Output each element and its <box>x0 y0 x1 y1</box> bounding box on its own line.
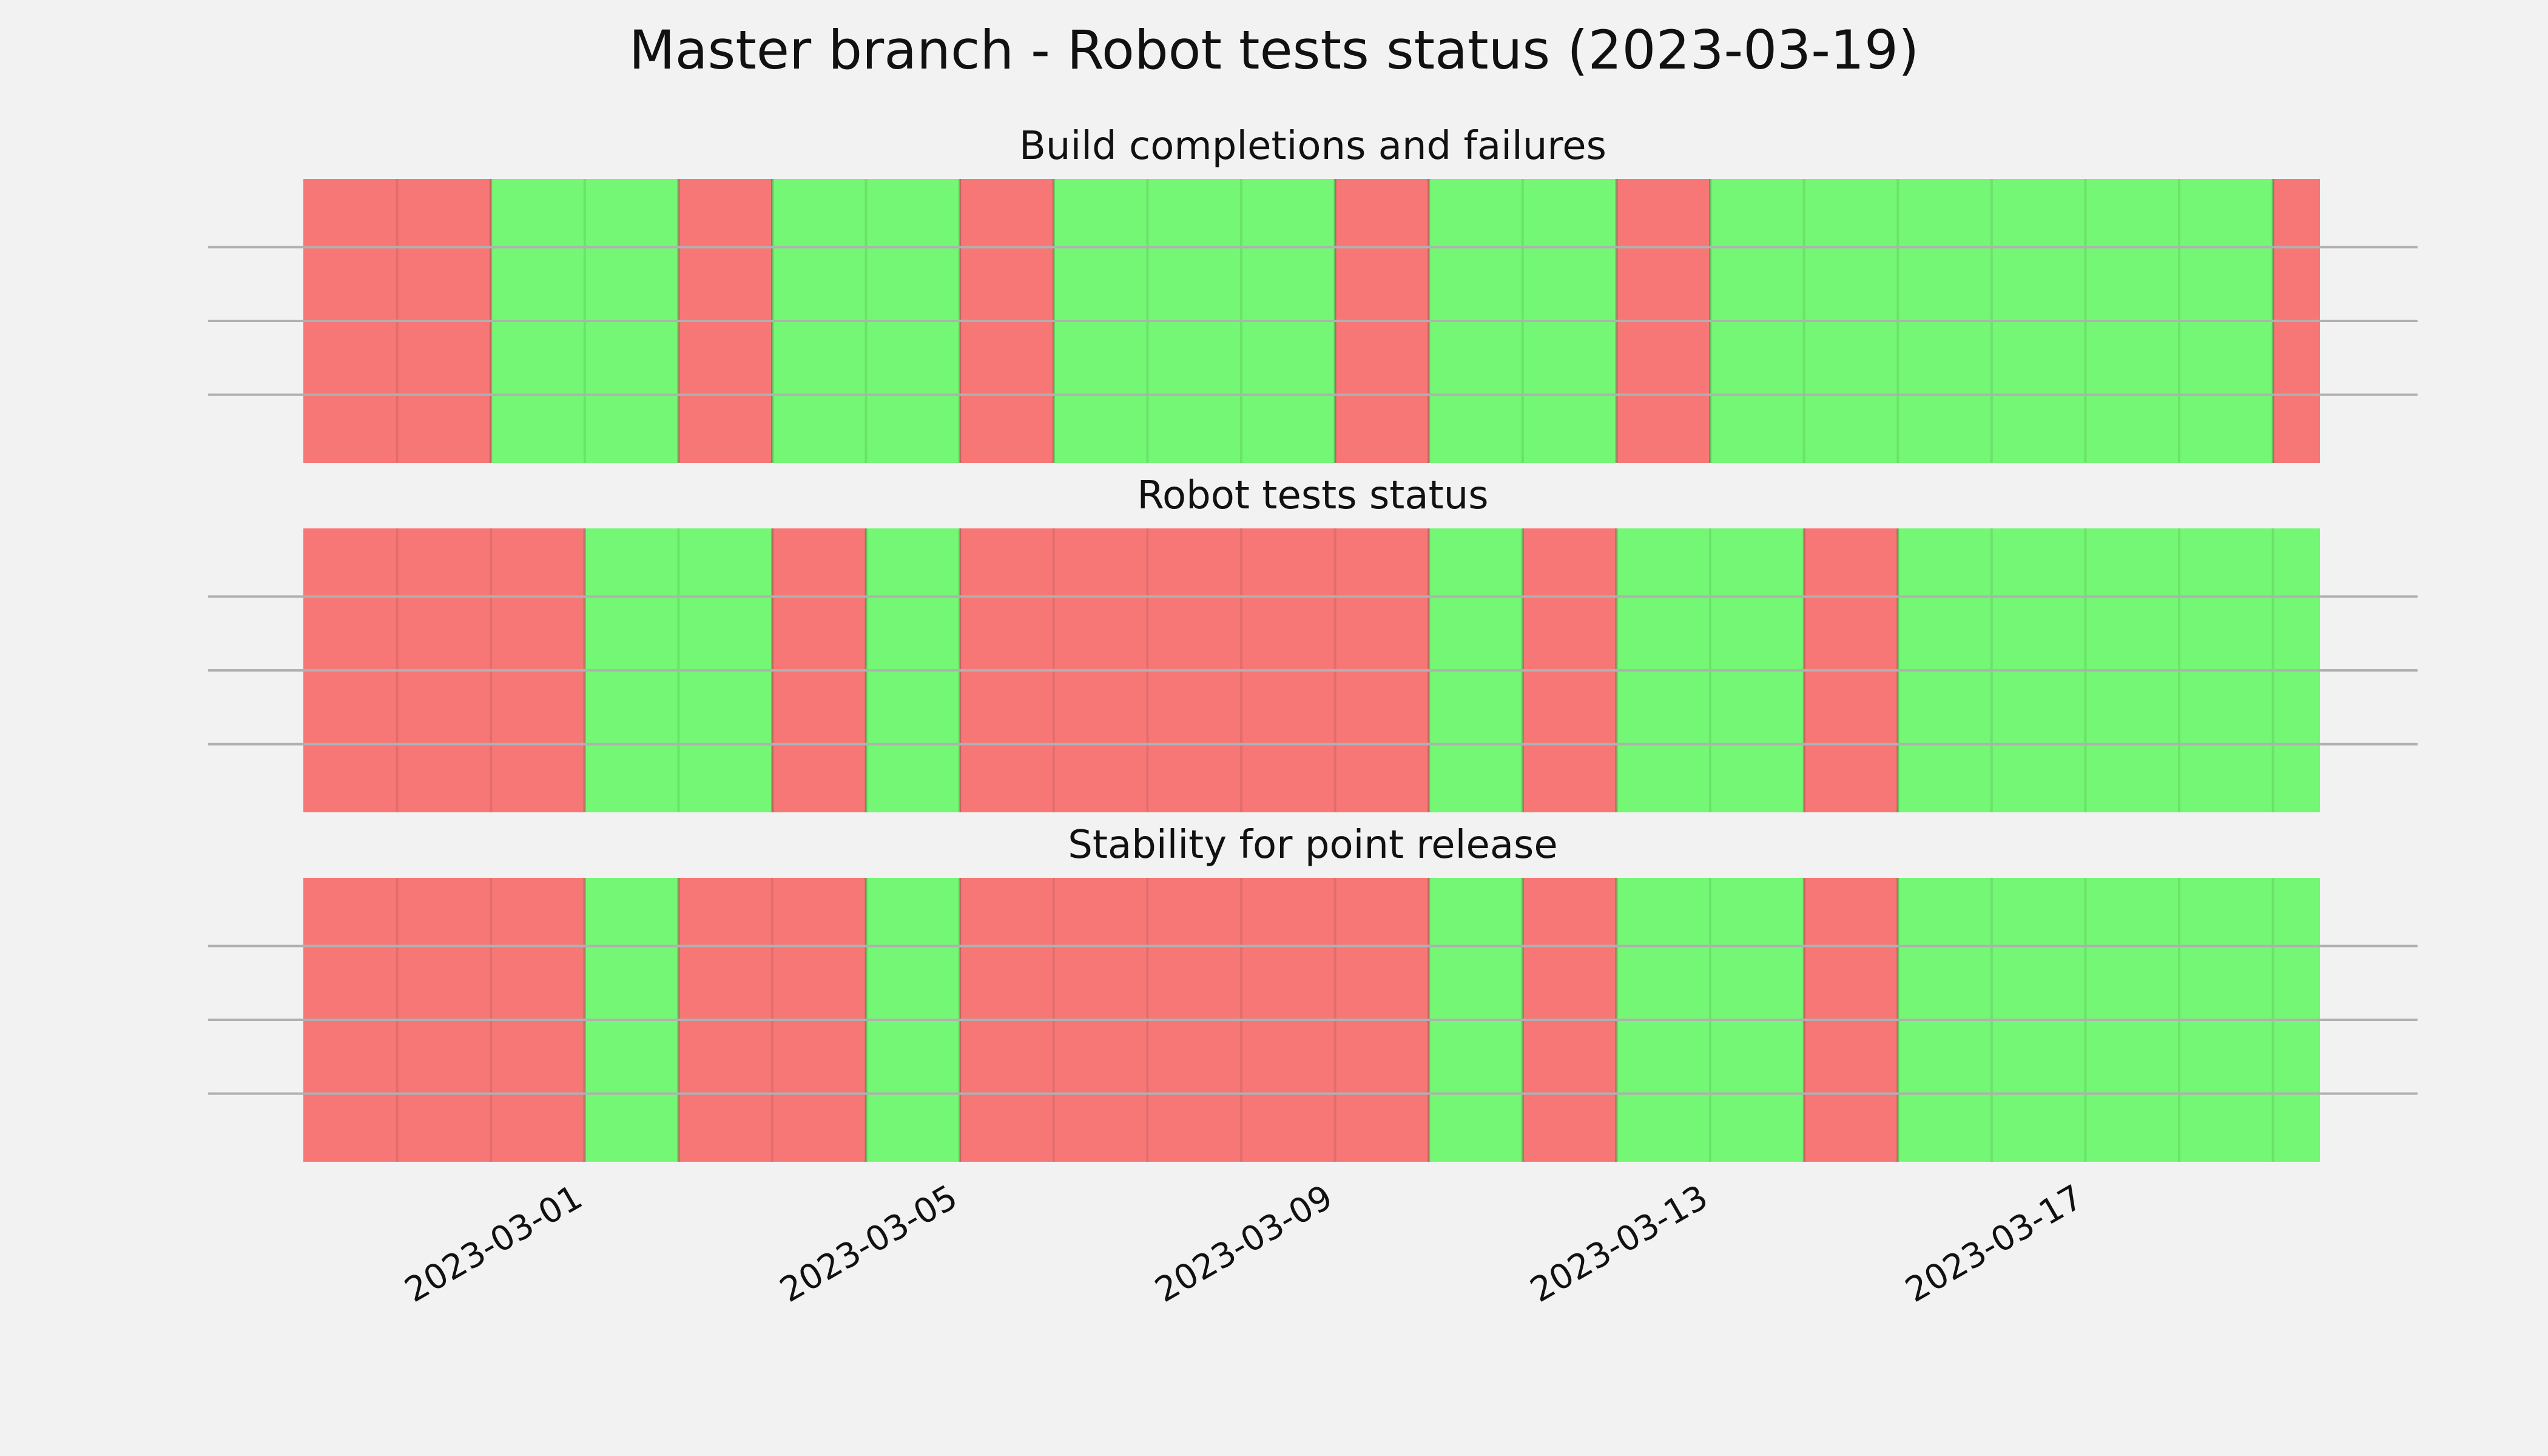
x-tick-label: 2023-03-01 <box>398 1178 588 1310</box>
panel-title-build: Build completions and failures <box>1019 124 1606 169</box>
x-tick-label: 2023-03-09 <box>1148 1178 1339 1310</box>
panel-robot: Robot tests status <box>208 473 2418 812</box>
panel-robot-spans <box>208 528 2418 812</box>
panel-stability-spans <box>208 878 2418 1162</box>
x-tick-label: 2023-03-13 <box>1524 1178 1714 1310</box>
x-axis-ticks: 2023-03-01 2023-03-05 2023-03-09 2023-03-13… <box>398 1178 2089 1310</box>
panel-build-spans <box>208 179 2418 463</box>
panel-stability: Stability for point release <box>208 823 2418 1162</box>
x-tick-label: 2023-03-17 <box>1899 1178 2089 1310</box>
panel-build: Build completions and failures <box>208 124 2418 463</box>
panel-title-robot: Robot tests status <box>1137 473 1488 518</box>
chart-title: Master branch - Robot tests status (2023… <box>629 19 1919 81</box>
panel-title-stability: Stability for point release <box>1068 823 1558 868</box>
x-tick-label: 2023-03-05 <box>774 1178 964 1310</box>
